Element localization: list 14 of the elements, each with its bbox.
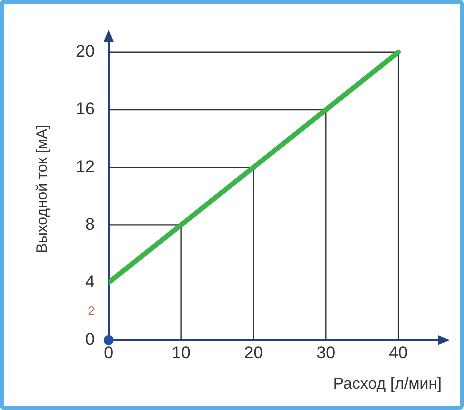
y-tick-label: 20 bbox=[76, 42, 95, 62]
y-tick-label: 16 bbox=[76, 100, 95, 119]
x-tick-label: 10 bbox=[172, 343, 191, 362]
y-tick-label: 0 bbox=[85, 330, 95, 350]
y-tick-label: 2 bbox=[88, 304, 96, 318]
y-tick-label: 4 bbox=[85, 272, 95, 292]
x-tick-label: 0 bbox=[104, 343, 114, 362]
x-tick-label: 40 bbox=[389, 343, 408, 362]
x-tick-label: 20 bbox=[244, 343, 264, 362]
y-tick-label: 8 bbox=[85, 214, 95, 234]
x-tick-label: 30 bbox=[316, 343, 336, 362]
y-tick-label: 12 bbox=[76, 157, 95, 176]
y-axis-title: Выходной ток [мА] bbox=[34, 124, 52, 254]
x-axis-title: Расход [л/мин] bbox=[333, 376, 442, 393]
